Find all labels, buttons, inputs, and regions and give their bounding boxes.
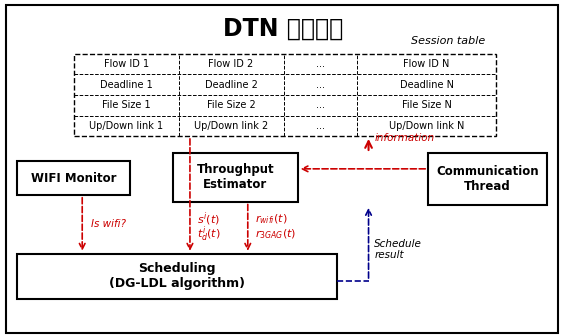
Text: Deadline 1: Deadline 1 bbox=[100, 80, 153, 90]
Text: Up/Down link N: Up/Down link N bbox=[389, 121, 464, 131]
Text: File Size N: File Size N bbox=[402, 100, 451, 110]
Bar bbox=[74, 54, 496, 136]
Bar bbox=[17, 161, 130, 195]
Bar bbox=[17, 254, 337, 299]
Text: Flow ID 2: Flow ID 2 bbox=[209, 59, 253, 69]
Text: information: information bbox=[374, 133, 434, 143]
Text: Communication
Thread: Communication Thread bbox=[437, 165, 539, 193]
Text: ...: ... bbox=[316, 100, 325, 110]
Text: $r_{3GAG}(t)$: $r_{3GAG}(t)$ bbox=[255, 227, 296, 241]
Text: Schedule
result: Schedule result bbox=[374, 239, 422, 260]
Text: WIFI Monitor: WIFI Monitor bbox=[31, 172, 116, 184]
Text: $s^i(t)$: $s^i(t)$ bbox=[197, 210, 219, 228]
Text: ...: ... bbox=[316, 80, 325, 90]
Text: DTN 스케줄러: DTN 스케줄러 bbox=[223, 16, 344, 41]
Text: ...: ... bbox=[316, 59, 325, 69]
Text: Deadline 2: Deadline 2 bbox=[205, 80, 257, 90]
Text: Up/Down link 2: Up/Down link 2 bbox=[194, 121, 268, 131]
Text: Deadline N: Deadline N bbox=[400, 80, 454, 90]
Bar bbox=[428, 153, 547, 205]
Text: Is wifi?: Is wifi? bbox=[91, 219, 126, 229]
Text: ...: ... bbox=[316, 121, 325, 131]
Text: $t^i_d(t)$: $t^i_d(t)$ bbox=[197, 224, 221, 244]
Text: Scheduling
(DG-LDL algorithm): Scheduling (DG-LDL algorithm) bbox=[109, 262, 245, 290]
Text: Throughput
Estimator: Throughput Estimator bbox=[197, 163, 274, 191]
Text: File Size 2: File Size 2 bbox=[207, 100, 255, 110]
Text: File Size 1: File Size 1 bbox=[102, 100, 150, 110]
Text: Flow ID 1: Flow ID 1 bbox=[104, 59, 149, 69]
Text: Flow ID N: Flow ID N bbox=[404, 59, 450, 69]
Bar bbox=[173, 153, 298, 202]
Text: Session table: Session table bbox=[411, 36, 485, 46]
Text: $r_{wifi}(t)$: $r_{wifi}(t)$ bbox=[255, 212, 287, 226]
Text: Up/Down link 1: Up/Down link 1 bbox=[89, 121, 163, 131]
